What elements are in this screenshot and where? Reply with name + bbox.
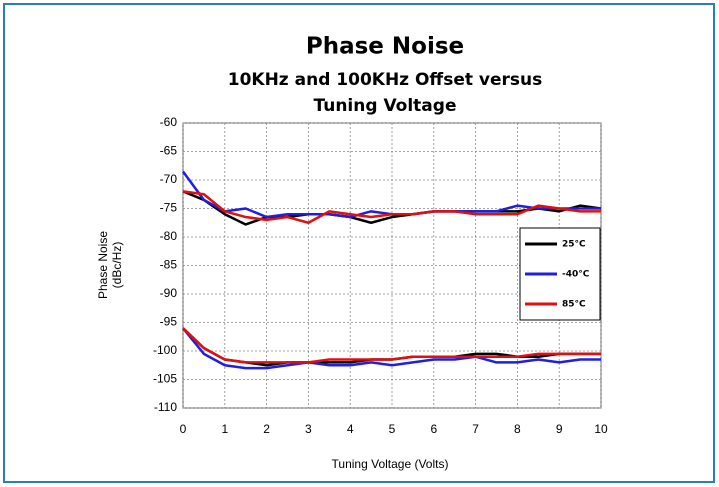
y-tick-label: -85: [160, 258, 178, 272]
y-tick-label: -60: [160, 115, 178, 129]
x-tick-label: 6: [430, 422, 437, 436]
x-axis-label: Tuning Voltage (Volts): [332, 457, 449, 471]
y-axis-label: (dBc/Hz): [110, 242, 124, 289]
legend-label: 85°C: [562, 300, 586, 310]
y-axis-label: Phase Noise: [96, 231, 110, 299]
y-tick-label: -80: [160, 229, 178, 243]
frame: [3, 3, 715, 483]
chart-title: Phase Noise: [306, 34, 464, 60]
x-tick-label: 10: [594, 422, 608, 436]
y-tick-label: -75: [160, 201, 178, 215]
line: [182, 190, 601, 224]
legend-label: -40°C: [562, 270, 590, 280]
x-tick-label: 9: [556, 422, 563, 436]
legend-label: 25°C: [562, 240, 586, 250]
line: [182, 327, 601, 364]
x-tick-label: 8: [514, 422, 521, 436]
y-tick-label: -105: [153, 372, 177, 386]
chart-subtitle: 10KHz and 100KHz Offset versus: [228, 70, 542, 90]
x-tick-label: 5: [389, 422, 396, 436]
y-tick-label: -65: [160, 144, 178, 158]
y-tick-label: -90: [160, 286, 178, 300]
y-tick-label: -70: [160, 172, 178, 186]
x-tick-label: 0: [180, 422, 187, 436]
x-tick-label: 1: [221, 422, 228, 436]
y-tick-label: -100: [153, 343, 177, 357]
y-tick-label: -110: [154, 400, 177, 414]
chart-subtitle: Tuning Voltage: [314, 96, 457, 116]
y-tick-label: -95: [160, 315, 178, 329]
x-tick-label: 7: [472, 422, 479, 436]
line: [182, 327, 601, 370]
x-tick-label: 4: [347, 422, 354, 436]
x-tick-label: 2: [263, 422, 270, 436]
x-tick-label: 3: [305, 422, 312, 436]
